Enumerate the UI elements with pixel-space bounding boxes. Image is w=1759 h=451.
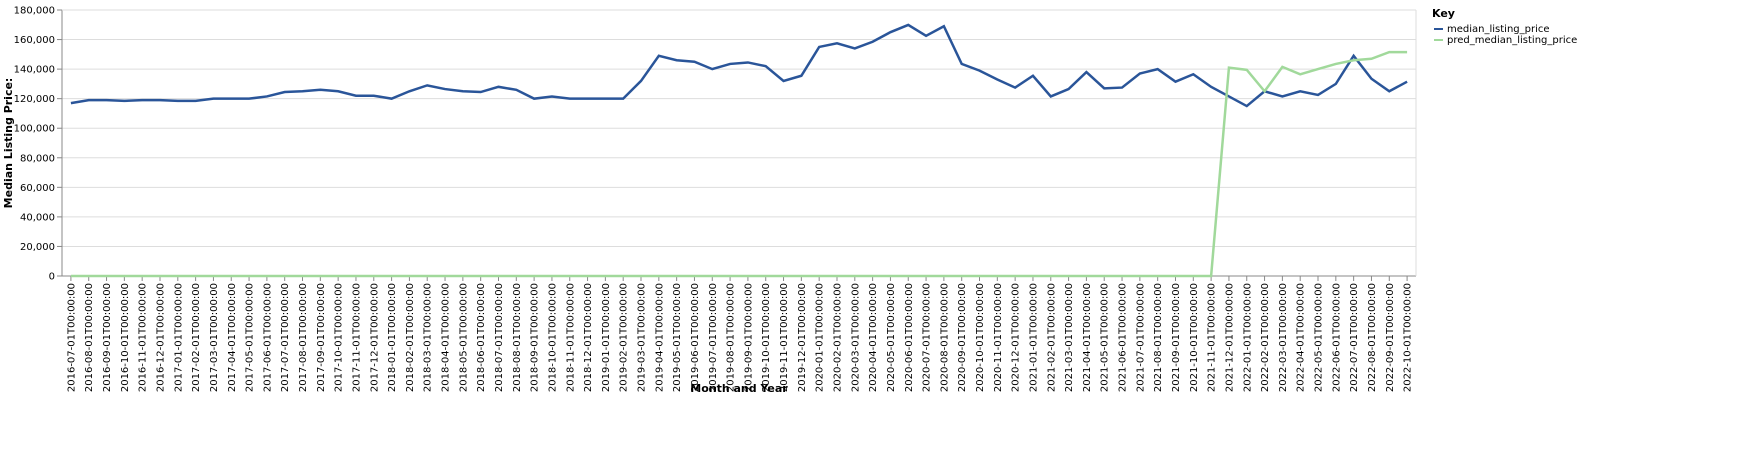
x-tick-label: 2021-11-01T00:00:00	[1207, 283, 1218, 392]
x-tick-label: 2021-04-01T00:00:00	[1082, 283, 1093, 392]
y-tick-label: 160,000	[14, 35, 55, 46]
series-line	[70, 23, 1408, 108]
x-tick-label: 2021-06-01T00:00:00	[1118, 283, 1129, 392]
x-tick-label: 2016-07-01T00:00:00	[66, 283, 77, 392]
x-tick-label: 2017-04-01T00:00:00	[227, 283, 238, 392]
series-line	[70, 50, 1408, 278]
x-tick-label: 2017-01-01T00:00:00	[173, 283, 184, 392]
x-tick-label: 2021-03-01T00:00:00	[1064, 283, 1075, 392]
x-tick-label: 2021-05-01T00:00:00	[1100, 283, 1111, 392]
x-tick-label: 2020-04-01T00:00:00	[868, 283, 879, 392]
x-tick-label: 2020-02-01T00:00:00	[832, 283, 843, 392]
x-tick-label: 2022-04-01T00:00:00	[1296, 283, 1307, 392]
x-tick-label: 2017-11-01T00:00:00	[351, 283, 362, 392]
x-tick-label: 2019-10-01T00:00:00	[761, 283, 772, 392]
x-tick-label: 2020-10-01T00:00:00	[975, 283, 986, 392]
x-tick-label: 2020-01-01T00:00:00	[815, 283, 826, 392]
x-tick-label: 2022-06-01T00:00:00	[1331, 283, 1342, 392]
x-tick-label: 2017-05-01T00:00:00	[245, 283, 256, 392]
x-tick-label: 2022-09-01T00:00:00	[1385, 283, 1396, 392]
x-tick-label: 2017-03-01T00:00:00	[209, 283, 220, 392]
x-tick-label: 2018-07-01T00:00:00	[494, 283, 505, 392]
x-tick-label: 2018-01-01T00:00:00	[387, 283, 398, 392]
y-tick-label: 140,000	[14, 65, 55, 76]
x-tick-label: 2020-11-01T00:00:00	[993, 283, 1004, 392]
x-tick-label: 2019-12-01T00:00:00	[797, 283, 808, 392]
x-tick-label: 2019-09-01T00:00:00	[743, 283, 754, 392]
x-tick-label: 2020-08-01T00:00:00	[939, 283, 950, 392]
x-tick-label: 2017-08-01T00:00:00	[298, 283, 309, 392]
x-tick-label: 2017-06-01T00:00:00	[262, 283, 273, 392]
x-tick-label: 2018-10-01T00:00:00	[547, 283, 558, 392]
x-tick-label: 2017-10-01T00:00:00	[334, 283, 345, 392]
x-tick-label: 2018-03-01T00:00:00	[423, 283, 434, 392]
y-tick-label: 60,000	[20, 183, 55, 194]
x-tick-label: 2017-12-01T00:00:00	[369, 283, 380, 392]
x-tick-label: 2018-06-01T00:00:00	[476, 283, 487, 392]
legend-label: median_listing_price	[1447, 24, 1550, 35]
x-tick-label: 2019-08-01T00:00:00	[726, 283, 737, 392]
x-tick-label: 2017-02-01T00:00:00	[191, 283, 202, 392]
x-tick-label: 2020-03-01T00:00:00	[850, 283, 861, 392]
x-tick-label: 2019-05-01T00:00:00	[672, 283, 683, 392]
x-tick-label: 2021-08-01T00:00:00	[1153, 283, 1164, 392]
x-tick-label: 2018-09-01T00:00:00	[530, 283, 541, 392]
x-tick-label: 2016-12-01T00:00:00	[155, 283, 166, 392]
x-tick-label: 2022-07-01T00:00:00	[1349, 283, 1360, 392]
x-tick-label: 2016-09-01T00:00:00	[102, 283, 113, 392]
x-tick-label: 2018-08-01T00:00:00	[512, 283, 523, 392]
x-tick-label: 2019-06-01T00:00:00	[690, 283, 701, 392]
legend-title: Key	[1432, 7, 1455, 20]
x-tick-label: 2018-05-01T00:00:00	[458, 283, 469, 392]
x-tick-label: 2016-08-01T00:00:00	[84, 283, 95, 392]
x-tick-label: 2020-06-01T00:00:00	[904, 283, 915, 392]
y-tick-label: 100,000	[14, 124, 55, 135]
x-tick-label: 2018-12-01T00:00:00	[583, 283, 594, 392]
x-tick-label: 2016-10-01T00:00:00	[120, 283, 131, 392]
x-tick-label: 2020-09-01T00:00:00	[957, 283, 968, 392]
x-tick-label: 2019-07-01T00:00:00	[708, 283, 719, 392]
x-tick-label: 2018-04-01T00:00:00	[441, 283, 452, 392]
x-tick-label: 2016-11-01T00:00:00	[138, 283, 149, 392]
x-tick-label: 2017-09-01T00:00:00	[316, 283, 327, 392]
x-tick-label: 2022-03-01T00:00:00	[1278, 283, 1289, 392]
y-tick-label: 0	[49, 272, 55, 283]
x-tick-label: 2022-01-01T00:00:00	[1242, 283, 1253, 392]
x-tick-label: 2020-12-01T00:00:00	[1011, 283, 1022, 392]
x-tick-label: 2021-12-01T00:00:00	[1224, 283, 1235, 392]
x-tick-label: 2021-02-01T00:00:00	[1046, 283, 1057, 392]
y-tick-label: 180,000	[14, 6, 55, 17]
x-tick-label: 2020-07-01T00:00:00	[922, 283, 933, 392]
x-tick-label: 2018-02-01T00:00:00	[405, 283, 416, 392]
x-tick-label: 2020-05-01T00:00:00	[886, 283, 897, 392]
y-tick-label: 120,000	[14, 94, 55, 105]
x-tick-label: 2019-03-01T00:00:00	[637, 283, 648, 392]
x-tick-label: 2022-05-01T00:00:00	[1314, 283, 1325, 392]
legend-label: pred_median_listing_price	[1447, 35, 1577, 46]
x-tick-label: 2021-07-01T00:00:00	[1135, 283, 1146, 392]
x-tick-label: 2019-11-01T00:00:00	[779, 283, 790, 392]
y-tick-label: 40,000	[20, 212, 55, 223]
x-tick-label: 2021-10-01T00:00:00	[1189, 283, 1200, 392]
y-tick-label: 20,000	[20, 242, 55, 253]
x-tick-label: 2022-08-01T00:00:00	[1367, 283, 1378, 392]
x-tick-label: 2021-01-01T00:00:00	[1028, 283, 1039, 392]
y-axis-title: Median Listing Price:	[2, 78, 15, 209]
y-tick-label: 80,000	[20, 153, 55, 164]
x-tick-label: 2019-02-01T00:00:00	[619, 283, 630, 392]
x-tick-label: 2022-02-01T00:00:00	[1260, 283, 1271, 392]
x-axis-title: Month and Year	[690, 382, 788, 395]
x-tick-label: 2021-09-01T00:00:00	[1171, 283, 1182, 392]
x-tick-label: 2022-10-01T00:00:00	[1403, 283, 1414, 392]
x-tick-label: 2017-07-01T00:00:00	[280, 283, 291, 392]
x-tick-label: 2019-01-01T00:00:00	[601, 283, 612, 392]
x-tick-label: 2019-04-01T00:00:00	[654, 283, 665, 392]
x-tick-label: 2018-11-01T00:00:00	[565, 283, 576, 392]
